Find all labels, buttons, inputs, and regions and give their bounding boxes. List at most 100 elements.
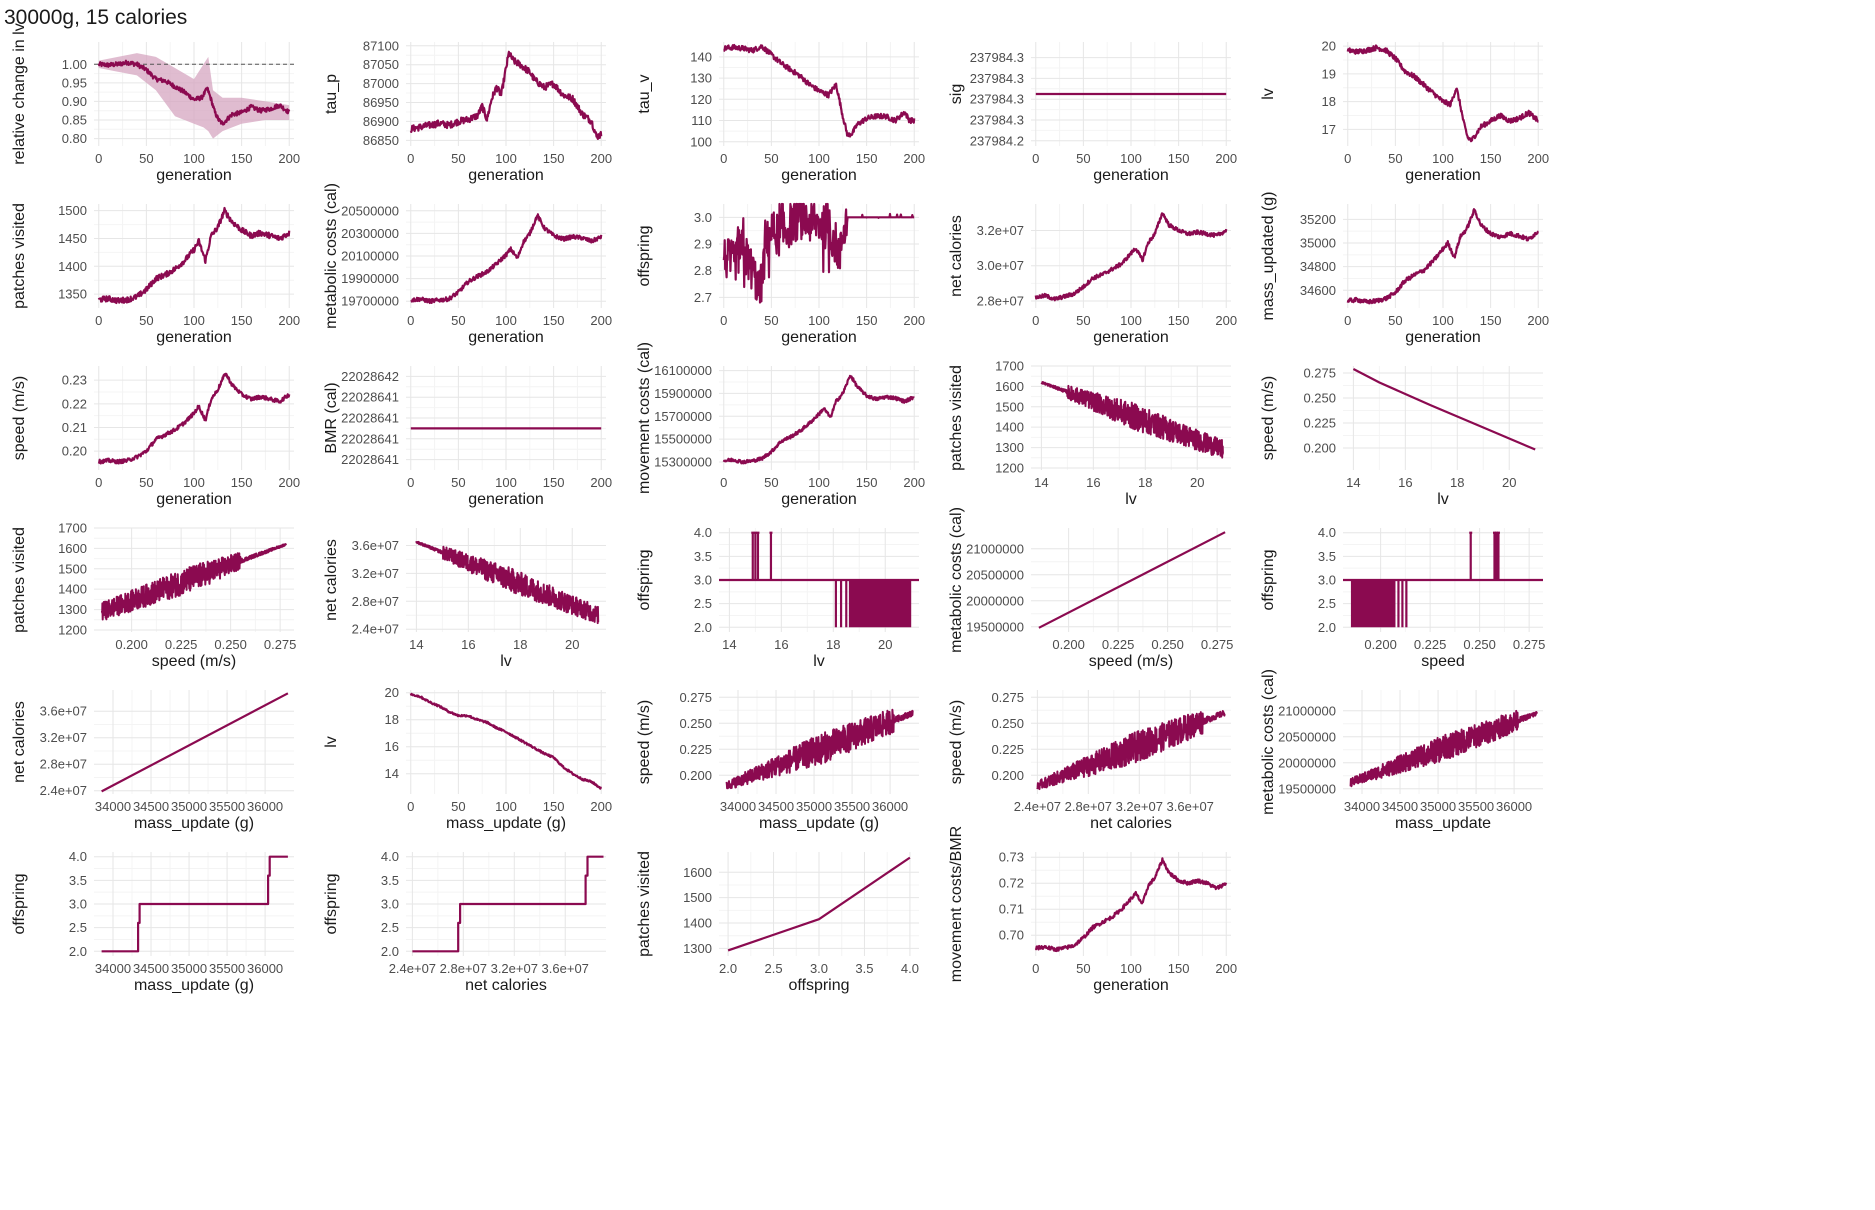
y-tick-label: 2.8e+07 [40, 757, 87, 772]
y-tick-label: 22028641 [341, 411, 399, 426]
y-tick-label: 1300 [58, 602, 87, 617]
y-tick-label: 3.0 [69, 897, 87, 912]
scatter-band-trace [1040, 381, 1224, 459]
y-tick-label: 1600 [58, 541, 87, 556]
scatter-band-trace [725, 708, 914, 790]
y-tick-label: 86950 [363, 95, 399, 110]
x-tick-label: 2.5 [765, 961, 783, 976]
x-tick-label: 150 [231, 313, 253, 328]
x-tick-label: 200 [903, 313, 925, 328]
x-tick-label: 0.200 [1364, 637, 1397, 652]
chart-panel-13: 0 50 100 150 200 15300000 15500000 15700000 1590… [636, 342, 925, 508]
chart-panel-15: 14 16 18 20 0.200 0.225 0.250 0.275 lv speed (m/s… [1260, 366, 1543, 508]
grid [406, 42, 606, 146]
x-tick-label: 100 [808, 151, 830, 166]
grid [94, 527, 294, 632]
x-tick-label: 150 [856, 151, 878, 166]
grid [406, 366, 606, 470]
y-axis-label: speed (m/s) [1260, 376, 1277, 460]
y-tick-label: 1600 [683, 865, 712, 880]
chart-panel-14: 14 16 18 20 1200 1300 1400 1500 1600 1700 lv patche… [948, 359, 1231, 508]
y-tick-label: 0.95 [62, 75, 87, 90]
scatter-band-trace [1036, 710, 1226, 791]
grid [406, 852, 606, 956]
ribbon-band [98, 53, 290, 139]
x-axis-label: generation [1093, 329, 1169, 346]
grid [94, 204, 294, 308]
x-tick-label: 20 [565, 637, 579, 652]
y-tick-label: 0.85 [62, 113, 87, 128]
data-marks [723, 43, 916, 138]
y-tick-label: 0.200 [1303, 441, 1336, 456]
y-tick-label: 35000 [1300, 236, 1336, 251]
page-title: 30000g, 15 calories [4, 6, 188, 29]
x-tick-label: 35000 [171, 799, 207, 814]
x-tick-label: 0 [1344, 151, 1351, 166]
x-tick-label: 2.4e+07 [389, 961, 436, 976]
y-tick-label: 15900000 [654, 386, 712, 401]
chart-panel-23: 34000 34500 35000 35500 36000 0.200 0.225 0.250… [636, 690, 919, 832]
x-tick-label: 18 [513, 637, 527, 652]
x-tick-label: 0 [95, 475, 102, 490]
y-axis-label: net calories [11, 701, 28, 783]
y-tick-label: 3.5 [69, 873, 87, 888]
scatter-band-trace [1349, 709, 1538, 788]
x-tick-label: 18 [1450, 475, 1464, 490]
y-axis-label: metabolic costs (cal) [1260, 669, 1277, 815]
y-tick-label: 0.70 [999, 928, 1024, 943]
y-axis-label: offspring [11, 873, 28, 934]
chart-panel-24: 2.4e+07 2.8e+07 3.2e+07 3.6e+07 0.200 0.225 0.… [948, 690, 1231, 832]
y-tick-label: 2.5 [69, 920, 87, 935]
x-tick-label: 20 [878, 637, 892, 652]
y-tick-label: 237984.2 [970, 133, 1024, 148]
y-axis-label: speed (m/s) [11, 376, 28, 460]
y-tick-label: 4.0 [1318, 525, 1336, 540]
y-tick-label: 2.9 [694, 237, 712, 252]
y-tick-label: 0.200 [991, 768, 1024, 783]
data-marks [101, 692, 289, 793]
y-axis-label: movement costs (cal) [636, 342, 653, 494]
y-tick-label: 2.7 [694, 290, 712, 305]
y-axis-label: relative change in lv [11, 23, 28, 164]
y-axis-label: offspring [636, 225, 653, 286]
y-tick-label: 20500000 [341, 203, 399, 218]
y-tick-label: 0.275 [679, 690, 712, 705]
y-tick-label: 0.250 [1303, 391, 1336, 406]
x-tick-label: 0 [1032, 151, 1039, 166]
x-tick-label: 50 [139, 151, 153, 166]
x-tick-label: 0.200 [1052, 637, 1085, 652]
chart-panel-29: 0 50 100 150 200 0.70 0.71 0.72 0.73 generation mo… [948, 826, 1237, 994]
series-line [409, 50, 603, 140]
chart-panel-20: 0.200 0.225 0.250 0.275 2.0 2.5 3.0 3.5 4.0 speed… [1260, 525, 1545, 670]
x-tick-label: 35500 [209, 961, 245, 976]
y-tick-label: 14 [385, 766, 399, 781]
x-tick-label: 100 [1120, 151, 1142, 166]
x-tick-label: 2.4e+07 [1014, 799, 1061, 814]
data-marks [1346, 208, 1539, 305]
y-tick-label: 1500 [683, 890, 712, 905]
x-tick-label: 16 [1398, 475, 1412, 490]
grid [94, 366, 294, 470]
x-tick-label: 100 [495, 475, 517, 490]
y-tick-label: 22028641 [341, 431, 399, 446]
y-tick-label: 1700 [995, 359, 1024, 374]
dense-band [1350, 580, 1396, 628]
data-marks [727, 856, 911, 952]
x-tick-label: 150 [543, 799, 565, 814]
series-line [1034, 212, 1228, 302]
x-axis-label: generation [468, 167, 544, 184]
grid [1343, 204, 1543, 308]
y-tick-label: 1500 [58, 561, 87, 576]
y-tick-label: 1400 [683, 916, 712, 931]
x-tick-label: 200 [590, 151, 612, 166]
y-tick-label: 87050 [363, 57, 399, 72]
y-axis-label: metabolic costs (cal) [948, 507, 965, 653]
x-axis-label: lv [1125, 491, 1137, 508]
y-tick-label: 0.225 [679, 742, 712, 757]
x-tick-label: 100 [183, 151, 205, 166]
x-tick-label: 34500 [758, 799, 794, 814]
y-tick-label: 2.0 [1318, 620, 1336, 635]
x-tick-label: 34500 [1382, 799, 1418, 814]
y-axis-label: tau_v [636, 74, 653, 113]
